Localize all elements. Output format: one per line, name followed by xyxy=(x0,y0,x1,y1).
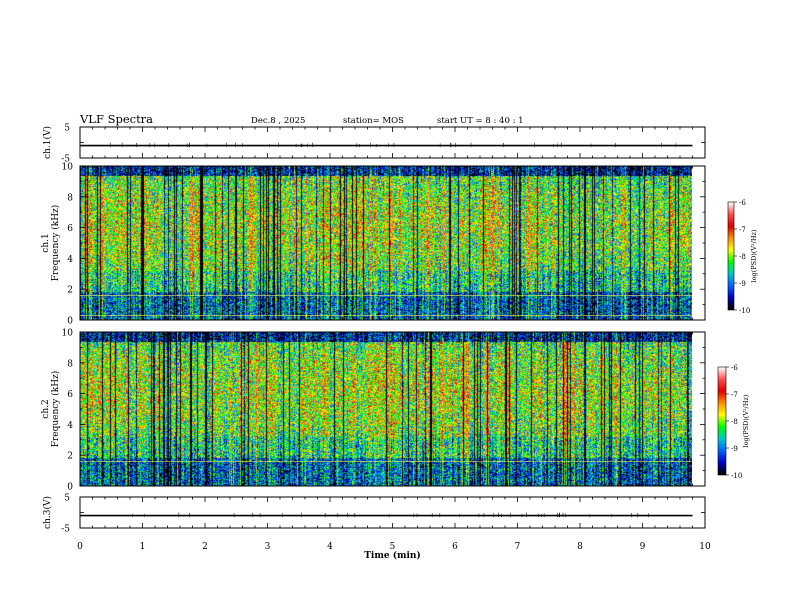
y-tick-label: 5 xyxy=(64,124,70,134)
waveform-axis-label: ch.1(V) xyxy=(42,126,53,159)
colorbar-tick-label: -6 xyxy=(731,364,738,372)
colorbar-tick-label: -7 xyxy=(731,391,738,399)
x-axis-label: Time (min) xyxy=(364,550,421,561)
y-tick-label: 8 xyxy=(67,193,73,203)
x-tick-label: 6 xyxy=(452,542,458,552)
y-tick-label: 6 xyxy=(67,390,73,400)
date-label: Dec.8 , 2025 xyxy=(251,116,305,126)
y-tick-label: 4 xyxy=(67,421,73,431)
y-tick-label: 10 xyxy=(62,163,74,173)
ch2-colorbar xyxy=(718,367,726,475)
colorbar-tick-label: -8 xyxy=(731,418,738,426)
colorbar-label: log(PSD)(V²/Hz) xyxy=(750,229,758,282)
x-tick-label: 1 xyxy=(140,542,146,552)
x-tick-label: 8 xyxy=(577,542,583,552)
y-tick-label: -5 xyxy=(61,155,70,165)
colorbar-tick-label: -8 xyxy=(739,253,746,261)
station-label: station= MOS xyxy=(343,116,404,126)
colorbar-tick-label: -9 xyxy=(731,445,738,453)
x-tick-label: 0 xyxy=(77,542,83,552)
x-tick-label: 3 xyxy=(265,542,271,552)
y-tick-label: -5 xyxy=(61,525,70,535)
y-tick-label: 5 xyxy=(64,494,70,504)
colorbar-label: log(PSD)(V²/Hz) xyxy=(742,394,750,447)
colorbar-tick-label: -7 xyxy=(739,226,746,234)
ch2-spectrogram-image xyxy=(80,332,692,486)
frequency-axis-label: Frequency (kHz) xyxy=(50,371,61,448)
y-tick-label: 10 xyxy=(62,329,74,339)
colorbar-tick-label: -10 xyxy=(739,307,750,315)
x-tick-label: 2 xyxy=(202,542,208,552)
x-tick-label: 5 xyxy=(390,542,396,552)
ch1-spectrogram-image xyxy=(80,166,692,320)
x-tick-label: 10 xyxy=(699,542,711,552)
y-tick-label: 6 xyxy=(67,224,73,234)
x-tick-label: 4 xyxy=(327,542,333,552)
channel-label: ch.1 xyxy=(41,233,51,252)
y-tick-label: 4 xyxy=(67,255,73,265)
y-tick-label: 0 xyxy=(67,483,73,493)
colorbar-tick-label: -6 xyxy=(739,199,746,207)
y-tick-label: 2 xyxy=(67,286,73,296)
waveform-axis-label: ch.3(V) xyxy=(42,496,53,529)
colorbar-tick-label: -9 xyxy=(739,280,746,288)
colorbar-tick-label: -10 xyxy=(731,472,742,480)
x-tick-label: 7 xyxy=(515,542,521,552)
y-tick-label: 0 xyxy=(67,317,73,327)
channel-label: ch.2 xyxy=(41,399,51,418)
y-tick-label: 8 xyxy=(67,359,73,369)
start-ut-label: start UT = 8 : 40 : 1 xyxy=(437,116,524,126)
y-tick-label: 2 xyxy=(67,452,73,462)
figure-title: VLF Spectra xyxy=(79,112,153,126)
frequency-axis-label: Frequency (kHz) xyxy=(50,205,61,282)
ch1-colorbar xyxy=(728,202,734,310)
x-tick-label: 9 xyxy=(640,542,646,552)
